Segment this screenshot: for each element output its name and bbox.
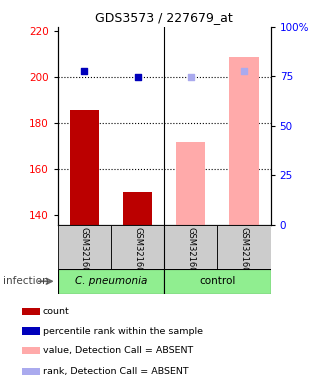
Text: rank, Detection Call = ABSENT: rank, Detection Call = ABSENT: [43, 367, 188, 376]
Bar: [111, 225, 164, 269]
Bar: [176, 142, 205, 225]
Text: count: count: [43, 307, 70, 316]
Point: [241, 68, 247, 74]
Bar: [164, 269, 271, 294]
Text: C. pneumonia: C. pneumonia: [75, 276, 147, 286]
Bar: [164, 225, 217, 269]
Bar: [22, 368, 40, 375]
Bar: [22, 308, 40, 315]
Point: [82, 68, 87, 74]
Text: GSM321606: GSM321606: [240, 227, 248, 278]
Bar: [22, 328, 40, 334]
Text: control: control: [199, 276, 236, 286]
Text: GSM321607: GSM321607: [80, 227, 89, 278]
Bar: [70, 110, 99, 225]
Point: [135, 74, 140, 81]
Bar: [229, 57, 259, 225]
Text: value, Detection Call = ABSENT: value, Detection Call = ABSENT: [43, 346, 193, 355]
Bar: [217, 225, 271, 269]
Bar: [58, 269, 164, 294]
Bar: [123, 192, 152, 225]
Point: [188, 74, 193, 81]
Text: infection: infection: [3, 276, 49, 286]
Bar: [22, 347, 40, 354]
Bar: [58, 225, 111, 269]
Text: GSM321605: GSM321605: [186, 227, 195, 278]
Title: GDS3573 / 227679_at: GDS3573 / 227679_at: [95, 11, 233, 24]
Text: percentile rank within the sample: percentile rank within the sample: [43, 326, 203, 336]
Text: GSM321608: GSM321608: [133, 227, 142, 278]
